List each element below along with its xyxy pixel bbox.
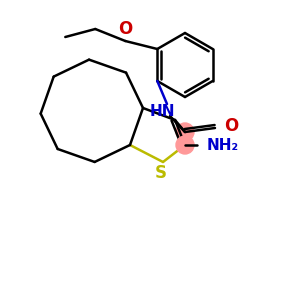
Text: S: S [155,164,167,182]
Text: HN: HN [149,104,175,119]
Text: O: O [224,117,238,135]
Circle shape [176,123,194,141]
Text: NH₂: NH₂ [207,137,239,152]
Circle shape [176,136,194,154]
Text: O: O [118,20,132,38]
